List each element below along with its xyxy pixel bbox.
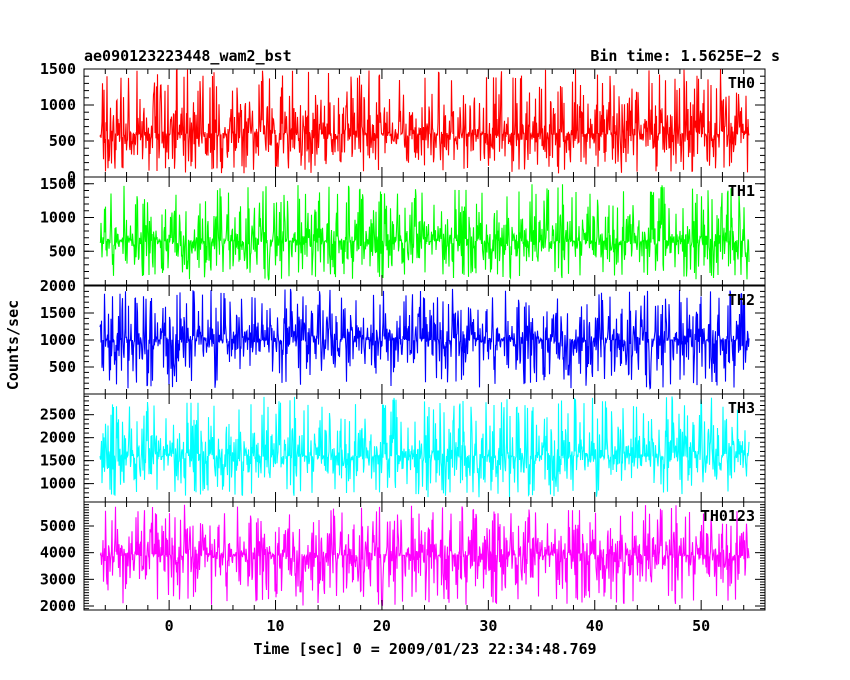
series-th0 (99, 68, 750, 174)
y-tick-label: 1000 (40, 209, 76, 227)
x-tick-label: 10 (267, 617, 285, 635)
y-tick-label: 1000 (40, 96, 76, 114)
y-axis-label: Counts/sec (4, 300, 22, 390)
panel-label: TH2 (728, 291, 755, 309)
panel-label: TH0123 (701, 507, 755, 525)
y-tick-label: 5000 (40, 517, 76, 535)
y-tick-label: 1000 (40, 331, 76, 349)
y-tick-label: 3000 (40, 570, 76, 588)
y-tick-label: 500 (49, 358, 76, 376)
series-th2 (99, 288, 750, 390)
panel-th3: 1000 1500 2000 2500 TH3 (40, 393, 766, 503)
y-tick-label: 4000 (40, 544, 76, 562)
series-th1 (99, 184, 750, 281)
title-left: ae090123223448_wam2_bst (84, 47, 292, 65)
panel-th2: 500 1000 1500 2000 TH2 (40, 277, 766, 395)
y-tick-label: 1500 (40, 60, 76, 78)
y-tick-label: 1500 (40, 452, 76, 470)
x-tick-label: 40 (586, 617, 604, 635)
y-tick-label: 2000 (40, 429, 76, 447)
y-tick-label: 0 (67, 168, 76, 186)
x-tick-label: 50 (692, 617, 710, 635)
series-th3 (99, 396, 750, 498)
y-tick-label: 2000 (40, 277, 76, 295)
panel-th1: 500 1000 1500 TH1 (40, 175, 766, 286)
panel-th0123: 2000 3000 4000 5000 TH0123 (40, 501, 766, 615)
y-tick-label: 1500 (40, 304, 76, 322)
y-tick-label: 2500 (40, 406, 76, 424)
y-tick-label: 2000 (40, 597, 76, 615)
x-tick-label: 20 (373, 617, 391, 635)
panel-th0: 0 500 1000 1500 TH0 (40, 60, 766, 186)
x-axis-label: Time [sec] 0 = 2009/01/23 22:34:48.769 (253, 640, 596, 658)
title-right: Bin time: 1.5625E−2 s (590, 47, 780, 65)
x-tick-label: 30 (479, 617, 497, 635)
panel-label: TH1 (728, 182, 755, 200)
y-tick-label: 1500 (40, 175, 76, 193)
panel-label: TH0 (728, 74, 755, 92)
y-tick-label: 500 (49, 132, 76, 150)
panel-label: TH3 (728, 399, 755, 417)
y-tick-label: 500 (49, 242, 76, 260)
y-tick-label: 1000 (40, 475, 76, 493)
series-th0123 (99, 504, 750, 608)
x-tick-label: 0 (165, 617, 174, 635)
